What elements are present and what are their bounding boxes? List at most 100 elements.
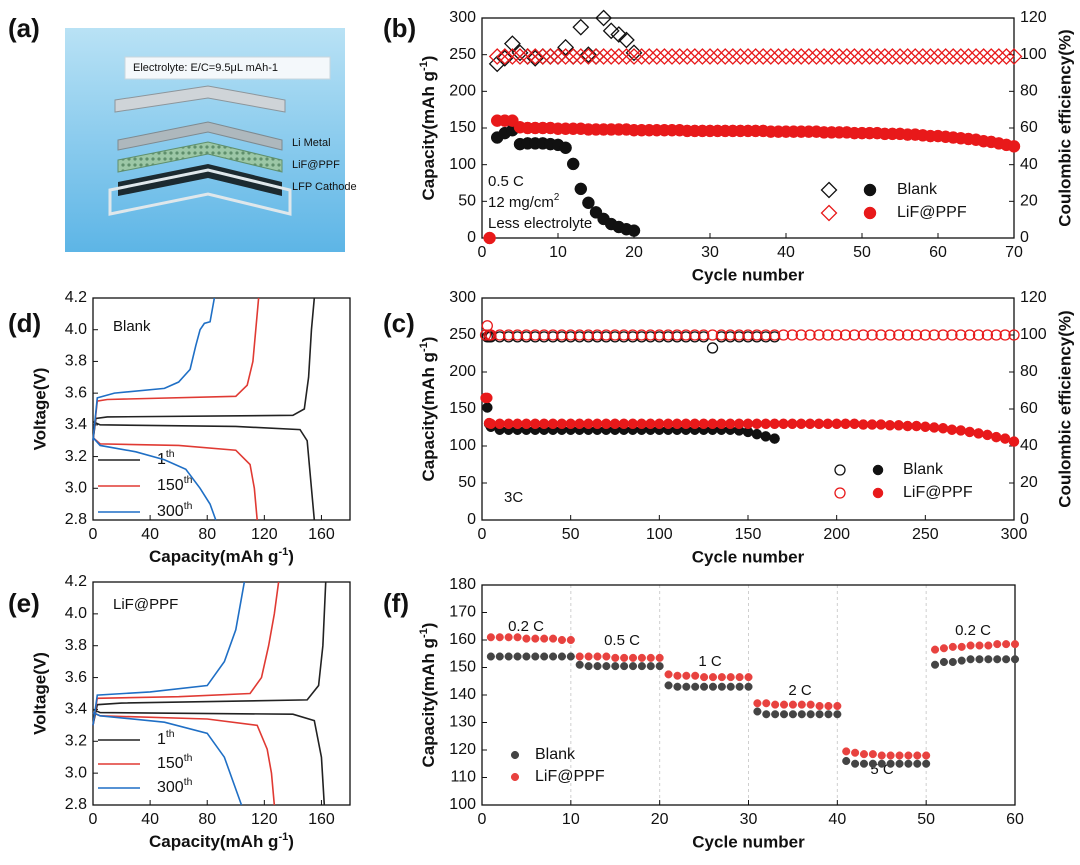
data-point [625,44,643,62]
data-point [625,48,643,65]
data-point [857,329,869,341]
legend-marker [820,181,838,199]
data-point [575,660,584,669]
data-point [792,48,810,65]
data-point [875,419,887,430]
curve [92,437,217,521]
y-tick-label: 250 [449,326,476,343]
y-axis-label-part: -1 [418,61,430,71]
data-point [760,431,771,442]
legend-label: 150th [157,475,193,494]
legend-label-part: 1 [157,731,166,748]
y2-tick-label: 120 [1020,9,1047,26]
data-point [511,329,524,341]
plot-frame [481,584,1016,806]
legend-label: 150th [157,753,193,772]
data-point [526,48,544,65]
data-point [778,418,789,430]
data-point [717,673,726,682]
data-point [693,48,711,65]
data-point [806,710,815,719]
data-point [482,402,493,413]
data-point [1002,655,1011,664]
data-point [673,682,682,691]
data-point [777,329,790,341]
legend-marker [872,487,884,499]
data-point [716,48,734,65]
data-point [975,655,984,664]
data-point [815,701,824,711]
data-point [762,710,771,719]
x-tick-label: 160 [308,526,335,543]
y-tick-label: 110 [450,769,476,786]
data-point [1002,640,1011,649]
data-point [549,48,567,65]
legend-label: 300th [157,501,193,520]
data-point [928,422,940,433]
data-point [822,329,834,341]
data-point [486,633,495,642]
plot-frame [481,17,1015,239]
y-tick-label: 170 [449,604,476,621]
data-point [838,48,856,65]
data-point [957,656,966,665]
y-tick-label: 150 [449,119,476,136]
data-point [541,48,559,65]
data-point [556,418,568,430]
curve [92,420,316,521]
x-tick-label: 80 [198,526,216,543]
data-point [769,48,787,65]
data-point [760,329,772,341]
data-point [883,48,901,65]
data-point [633,48,651,65]
data-point [921,48,939,65]
data-point [538,329,550,341]
x-axis-label-part: Capacity(mAh g [149,832,278,851]
data-point [565,418,576,430]
data-point [815,48,833,65]
legend-label-part: th [184,501,193,512]
y2-tick-label: 20 [1020,474,1038,491]
data-point [579,48,597,65]
y-axis-label-part: ) [419,56,438,62]
data-point [993,640,1002,649]
y2-tick-label: 40 [1020,156,1038,173]
data-point [824,710,833,719]
data-point [959,48,977,65]
y-tick-label: 4.0 [65,321,87,338]
y-tick-label: 200 [449,363,476,380]
data-point [972,329,985,341]
annotation: Blank [113,318,151,335]
x-tick-label: 0 [89,811,98,828]
data-point [691,682,700,691]
y-tick-label: 3.4 [65,416,87,433]
data-point [549,634,558,643]
data-point [636,418,647,430]
data-point [754,48,772,65]
data-point [955,329,967,341]
data-point [762,48,780,65]
x-axis-label-part: ) [288,547,294,566]
data-point [662,418,674,430]
data-point [529,329,541,341]
data-point [587,48,605,65]
y-axis-label: Voltage(V) [30,652,49,735]
y2-axis-label: Coulombic efficiency(%) [1055,29,1074,226]
data-point [566,652,575,661]
y-tick-label: 3.8 [65,637,87,654]
y-tick-label: 2.8 [65,796,87,813]
y-axis-label: Capacity(mAh g-1) [418,623,439,768]
schematic: Electrolyte: E/C=9.5μL mAh-1 Li Metal Li… [65,28,357,252]
data-point [566,635,575,645]
data-point [858,419,869,430]
y-axis-label-part: ) [419,623,438,629]
y2-tick-label: 0 [1020,511,1029,528]
data-point [610,48,628,65]
data-point [504,652,513,661]
data-point [922,751,931,760]
data-point [751,329,763,341]
data-point [787,418,798,430]
y-tick-label: 2.8 [65,511,87,528]
data-point [611,653,620,662]
x-axis-label: Cycle number [692,547,805,566]
